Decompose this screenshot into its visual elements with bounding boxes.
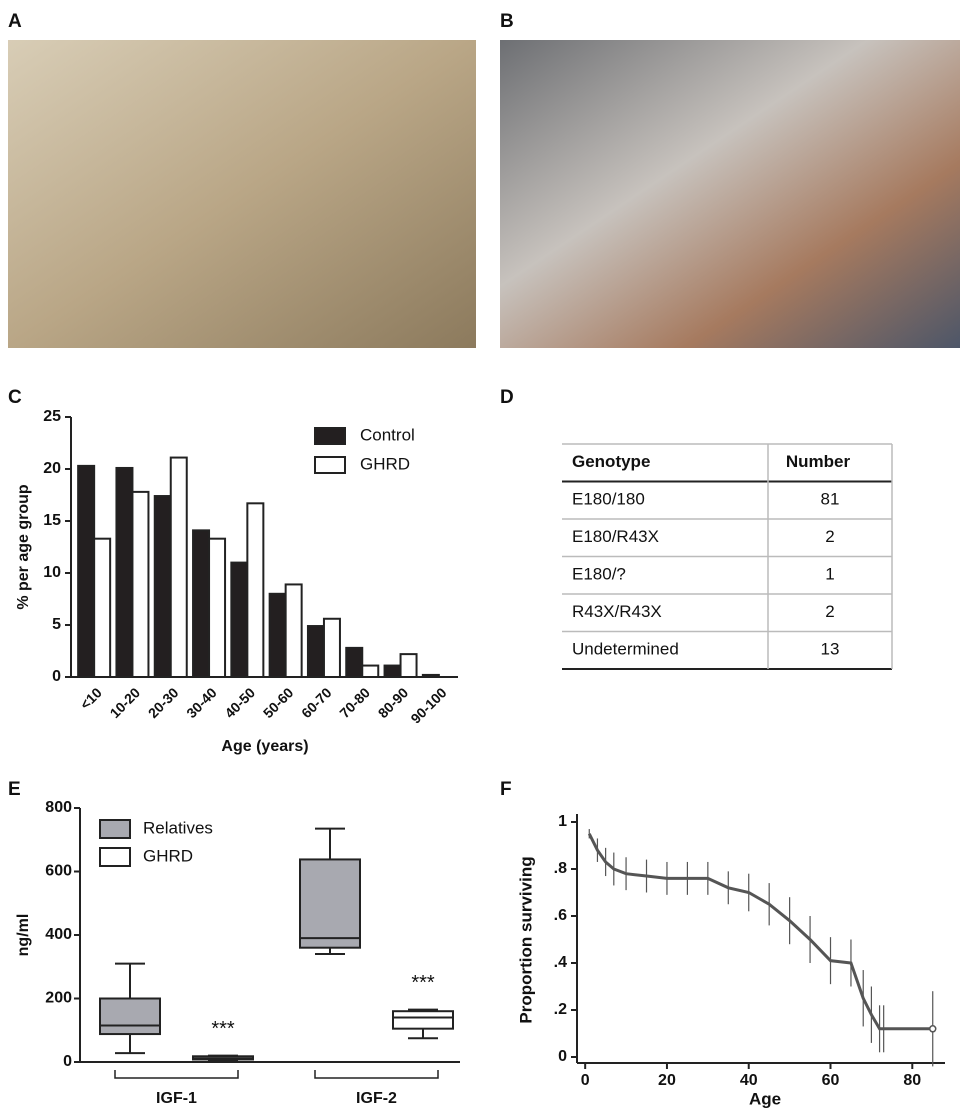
x-tick-label: <10 [77, 684, 105, 712]
x-tick-label: 0 [581, 1072, 590, 1089]
x-tick-label: 70-80 [336, 684, 373, 721]
photo-a [8, 40, 476, 348]
bar [423, 675, 439, 677]
y-tick-label: 800 [45, 799, 72, 816]
bar [385, 666, 401, 677]
x-tick-label: 90-100 [407, 684, 449, 726]
legend-label: GHRD [360, 454, 410, 473]
table-cell: E180/R43X [572, 527, 659, 546]
y-tick-label: 0 [63, 1053, 72, 1070]
y-axis-label: ng/ml [15, 914, 32, 957]
bar [231, 563, 247, 677]
y-tick-label: .6 [554, 907, 567, 924]
y-tick-label: 10 [43, 564, 61, 581]
panel-letter: C [8, 387, 22, 408]
bar [132, 492, 148, 677]
legend-swatch [315, 428, 345, 444]
legend-swatch [100, 820, 130, 838]
legend-label: GHRD [143, 846, 193, 865]
y-tick-label: 600 [45, 863, 72, 880]
y-tick-label: .2 [554, 1001, 567, 1018]
box [393, 1011, 453, 1028]
y-tick-label: 1 [558, 813, 567, 830]
panel-letter: B [500, 11, 514, 32]
table-cell: E180/? [572, 565, 626, 584]
x-tick-label: 80-90 [375, 684, 412, 721]
bar [193, 530, 209, 677]
annotation: *** [411, 972, 435, 994]
box [300, 859, 360, 947]
table-cell: E180/180 [572, 490, 645, 509]
figure: A B C D E F Genotype Number E180/180 81 E180/R43X 2… [0, 0, 961, 1109]
x-tick-label: 10-20 [107, 684, 144, 721]
photo-b [500, 40, 960, 348]
y-tick-label: .8 [554, 860, 567, 877]
end-point [930, 1026, 936, 1032]
x-tick-label: IGF-1 [156, 1090, 197, 1107]
bar [78, 466, 94, 677]
bar [401, 654, 417, 677]
table-cell: 2 [825, 602, 834, 621]
x-tick-label: 50-60 [260, 684, 297, 721]
bar [286, 584, 302, 677]
bar [346, 648, 362, 677]
y-tick-label: 400 [45, 926, 72, 943]
x-axis-label: Age [749, 1089, 781, 1108]
x-tick-label: 60 [822, 1072, 840, 1089]
x-tick-label: 40 [740, 1072, 758, 1089]
legend-swatch [100, 848, 130, 866]
legend-label: Control [360, 425, 415, 444]
x-tick-label: 20 [658, 1072, 676, 1089]
bar [116, 468, 132, 677]
panel-letter: F [500, 779, 512, 800]
table-cell: 2 [825, 527, 834, 546]
x-tick-label: 60-70 [298, 684, 335, 721]
x-tick-label: 80 [903, 1072, 921, 1089]
bar [155, 496, 171, 677]
bar [362, 666, 378, 677]
y-tick-label: 25 [43, 408, 61, 425]
group-bracket [315, 1070, 438, 1078]
bar [171, 458, 187, 677]
x-tick-label: 20-30 [145, 684, 182, 721]
table-cell: Undetermined [572, 640, 679, 659]
bar [209, 539, 225, 677]
table-header: Genotype [572, 452, 650, 471]
y-tick-label: 0 [52, 668, 61, 685]
y-tick-label: .4 [554, 954, 567, 971]
x-tick-label: 30-40 [183, 684, 220, 721]
x-tick-label: IGF-2 [356, 1090, 397, 1107]
y-axis-label: % per age group [15, 484, 32, 610]
y-axis-label: Proportion surviving [516, 856, 535, 1023]
table-cell: 13 [821, 640, 840, 659]
panel-letter: A [8, 11, 22, 32]
x-axis-label: Age (years) [221, 738, 308, 755]
group-bracket [115, 1070, 238, 1078]
panel-letter: D [500, 387, 514, 408]
legend-swatch [315, 457, 345, 473]
survival-line [589, 834, 932, 1029]
y-tick-label: 5 [52, 616, 61, 633]
x-tick-label: 40-50 [221, 684, 258, 721]
bar [247, 503, 263, 677]
table-header: Number [786, 452, 851, 471]
y-tick-label: 15 [43, 512, 61, 529]
table-cell: 81 [821, 490, 840, 509]
box [100, 999, 160, 1035]
y-tick-label: 20 [43, 460, 61, 477]
table-cell: R43X/R43X [572, 602, 662, 621]
annotation: *** [211, 1018, 235, 1040]
y-tick-label: 200 [45, 990, 72, 1007]
bar [270, 594, 286, 677]
bar [308, 626, 324, 677]
table-cell: 1 [825, 565, 834, 584]
bar [94, 539, 110, 677]
bar [324, 619, 340, 677]
legend-label: Relatives [143, 818, 213, 837]
y-tick-label: 0 [558, 1048, 567, 1065]
panel-letter: E [8, 779, 21, 800]
